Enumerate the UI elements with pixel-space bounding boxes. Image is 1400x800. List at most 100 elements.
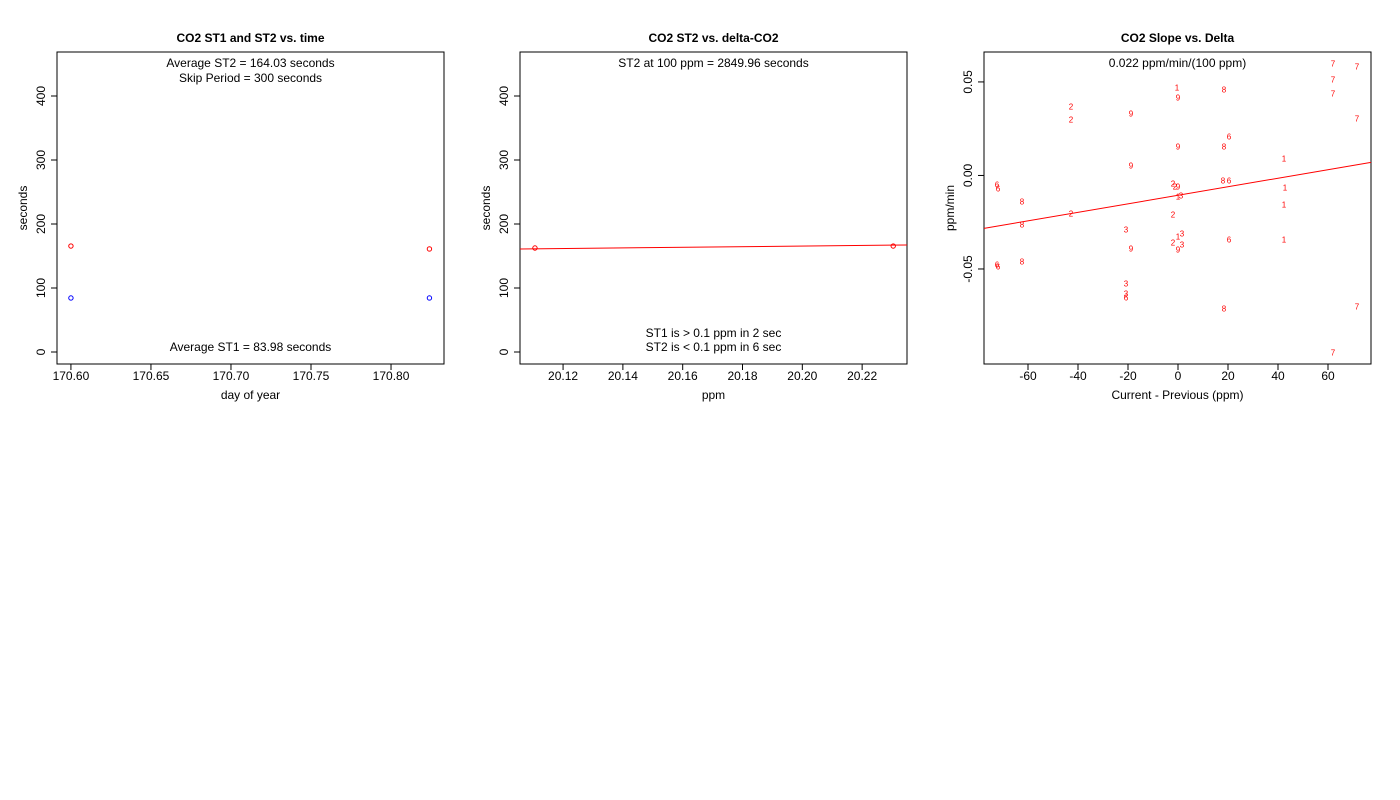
point-label: 8: [1020, 197, 1025, 206]
point-label: 6: [996, 263, 1001, 272]
point-label: 2: [1069, 210, 1074, 219]
y-axis-label: seconds: [479, 186, 493, 231]
x-tick-label: 60: [1321, 369, 1335, 383]
annotation: Average ST2 = 164.03 seconds: [166, 56, 334, 70]
y-tick-label: 0: [34, 348, 48, 355]
plot-frame: [519, 51, 908, 365]
point-label: 2: [1069, 102, 1074, 111]
x-tick-label: 20.20: [787, 369, 817, 383]
x-tick-label: -40: [1069, 369, 1087, 383]
point-label: 3: [1180, 241, 1185, 250]
point-label: 9: [1129, 245, 1134, 254]
x-tick-label: 20.16: [668, 369, 698, 383]
point-label: 9: [1129, 110, 1134, 119]
x-axis-label: Current - Previous (ppm): [1111, 388, 1243, 402]
point-label: 8: [1221, 177, 1226, 186]
point-label: 6: [1227, 236, 1232, 245]
x-tick-label: 20.14: [608, 369, 638, 383]
point-label: 9: [1176, 93, 1181, 102]
point-label: 6: [1227, 133, 1232, 142]
fit-line: [983, 161, 1372, 229]
point-label: 8: [1020, 221, 1025, 230]
point-label: 3: [1179, 192, 1184, 201]
point: [532, 245, 538, 251]
point-label: 3: [1124, 290, 1129, 299]
point-label: 9: [1176, 143, 1181, 152]
point-label: 2: [1171, 180, 1176, 189]
x-tick-label: -20: [1119, 369, 1137, 383]
point-label: 6: [1227, 177, 1232, 186]
chart-title: CO2 ST1 and ST2 vs. time: [176, 31, 324, 45]
point-label: 8: [1222, 305, 1227, 314]
point-label: 2: [1173, 183, 1178, 192]
point-label: 1: [1282, 236, 1287, 245]
annotation: Skip Period = 300 seconds: [179, 71, 322, 85]
fit-line: [519, 244, 908, 250]
point: [426, 295, 433, 301]
plot-frame: [56, 51, 445, 365]
point-label: 3: [1124, 226, 1129, 235]
x-tick-label: 20.18: [727, 369, 757, 383]
point-label: 2: [1069, 116, 1074, 125]
point-label: 1: [1283, 184, 1288, 193]
point-label: 3: [1180, 230, 1185, 239]
point-label: 7: [1355, 303, 1360, 312]
x-tick-label: 170.70: [213, 369, 250, 383]
point-label: 9: [1129, 162, 1134, 171]
point-label: 7: [1355, 115, 1360, 124]
annotation: Average ST1 = 83.98 seconds: [170, 340, 332, 354]
point-label: 7: [1331, 349, 1336, 358]
y-tick-label: 200: [34, 214, 48, 234]
point-label: 7: [1331, 76, 1336, 85]
chart-title: CO2 Slope vs. Delta: [1121, 31, 1235, 45]
y-tick-label: -0.05: [961, 255, 975, 283]
point-label: 8: [1020, 258, 1025, 267]
x-axis-label: day of year: [221, 388, 280, 402]
y-tick-label: 0: [497, 348, 511, 355]
point: [890, 243, 896, 249]
point-label: 7: [1355, 62, 1360, 71]
x-tick-label: 20.12: [548, 369, 578, 383]
x-tick-label: 170.60: [53, 369, 90, 383]
x-tick-label: 40: [1271, 369, 1285, 383]
chart-title: CO2 ST2 vs. delta-CO2: [648, 31, 778, 45]
x-tick-label: 170.75: [293, 369, 330, 383]
point-label: 1: [1175, 84, 1180, 93]
y-tick-label: 400: [34, 86, 48, 106]
point-label: 8: [1222, 85, 1227, 94]
point-label: 6: [995, 180, 1000, 189]
x-tick-label: -60: [1019, 369, 1037, 383]
point-label: 2: [1171, 211, 1176, 220]
y-tick-label: 100: [497, 278, 511, 298]
point-label: 2: [1171, 239, 1176, 248]
point: [68, 243, 74, 249]
point: [426, 246, 433, 252]
x-axis-label: ppm: [702, 388, 725, 402]
point-label: 7: [1331, 90, 1336, 99]
point-label: 6: [996, 185, 1001, 194]
annotation: ST1 is > 0.1 ppm in 2 sec: [646, 326, 782, 340]
x-tick-label: 0: [1175, 369, 1182, 383]
y-tick-label: 0.00: [961, 163, 975, 187]
point-label: 7: [1331, 59, 1336, 68]
y-tick-label: 200: [497, 214, 511, 234]
point-label: 9: [1176, 246, 1181, 255]
point-label: 1: [1282, 200, 1287, 209]
point-label: 6: [995, 261, 1000, 270]
annotation: ST2 is < 0.1 ppm in 6 sec: [646, 340, 782, 354]
y-tick-label: 0.05: [961, 70, 975, 94]
x-tick-label: 170.65: [133, 369, 170, 383]
point-label: 8: [1222, 143, 1227, 152]
point-label: 6: [1124, 294, 1129, 303]
point-label: 1: [1176, 233, 1181, 242]
y-tick-label: 300: [34, 150, 48, 170]
annotation: 0.022 ppm/min/(100 ppm): [1109, 56, 1246, 70]
point-label: 1: [1282, 154, 1287, 163]
annotation: ST2 at 100 ppm = 2849.96 seconds: [618, 56, 808, 70]
point-label: 1: [1176, 193, 1181, 202]
y-tick-label: 300: [497, 150, 511, 170]
point-label: 3: [1124, 280, 1129, 289]
x-tick-label: 20: [1221, 369, 1235, 383]
point: [68, 295, 74, 301]
